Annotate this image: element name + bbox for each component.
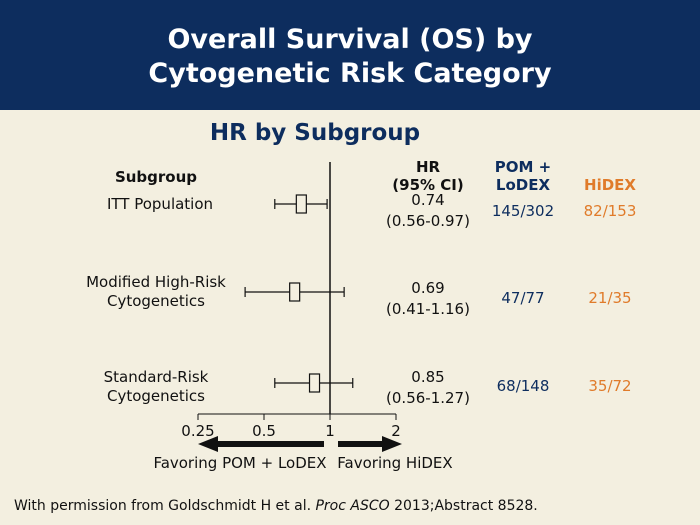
x-tick-label: 0.25 <box>181 422 214 440</box>
footnote-suffix: 2013;Abstract 8528. <box>389 498 538 514</box>
column-header-pom-line1: POM + <box>494 158 552 176</box>
row-pom-count-high-risk: 47/77 <box>501 289 545 307</box>
row-label-line1: Modified High-Risk <box>86 273 226 291</box>
x-tick-label: 2 <box>391 422 401 440</box>
row-hidex-count-standard-risk: 35/72 <box>588 377 632 395</box>
left-arrow <box>198 436 324 452</box>
row-label-line1: ITT Population <box>106 195 214 213</box>
hr-point-marker <box>308 373 321 393</box>
row-hidex-count-itt: 82/153 <box>583 202 637 220</box>
hr-point-marker <box>295 194 307 214</box>
footnote: With permission from Goldschmidt H et al… <box>14 498 538 514</box>
forest-points <box>244 194 354 393</box>
title-line-1: Overall Survival (OS) by <box>167 24 533 55</box>
row-hr-ci: (0.56-0.97) <box>386 212 470 230</box>
x-axis-ticks: 0.25 0.5 1 2 <box>181 414 401 440</box>
favoring-hidex-label: Favoring HiDEX <box>337 454 452 472</box>
row-label-standard-risk: Standard-Risk Cytogenetics <box>70 368 242 406</box>
footnote-journal: Proc ASCO <box>315 498 390 514</box>
chart-subtitle: HR by Subgroup <box>209 120 421 146</box>
x-tick-label: 1 <box>325 422 335 440</box>
footnote-prefix: With permission from Goldschmidt H et al… <box>14 498 316 514</box>
title-banner: Overall Survival (OS) by Cytogenetic Ris… <box>0 0 700 110</box>
row-label-line1: Standard-Risk <box>103 368 209 386</box>
title-line-2: Cytogenetic Risk Category <box>148 58 552 89</box>
right-arrow <box>338 436 402 452</box>
row-hr-ci: (0.41-1.16) <box>386 300 470 318</box>
row-hidex-count-high-risk: 21/35 <box>588 289 632 307</box>
row-pom-count-standard-risk: 68/148 <box>496 377 550 395</box>
column-header-pom-lodex: POM + LoDEX <box>478 158 568 194</box>
row-hr-high-risk: 0.69 (0.41-1.16) <box>370 278 486 320</box>
row-hr-itt: 0.74 (0.56-0.97) <box>370 190 486 232</box>
hr-point-marker <box>289 282 301 302</box>
row-hr-standard-risk: 0.85 (0.56-1.27) <box>370 367 486 409</box>
row-hr-value: 0.69 <box>411 279 445 297</box>
row-hr-ci: (0.56-1.27) <box>386 389 470 407</box>
row-pom-count-itt: 145/302 <box>491 202 555 220</box>
forest-row-1 <box>274 194 328 214</box>
row-label-high-risk: Modified High-Risk Cytogenetics <box>70 273 242 311</box>
column-header-subgroup: Subgroup <box>114 168 198 186</box>
forest-row-3 <box>274 373 354 393</box>
favoring-pom-lodex-label: Favoring POM + LoDEX <box>153 454 326 472</box>
row-label-line2: Cytogenetics <box>106 292 205 310</box>
column-header-pom-line2: LoDEX <box>495 176 551 194</box>
forest-row-2 <box>244 282 345 302</box>
direction-arrows: Favoring POM + LoDEX Favoring HiDEX <box>153 436 453 472</box>
x-tick-label: 0.5 <box>252 422 276 440</box>
column-header-hidex: HiDEX <box>584 176 636 194</box>
column-header-hr-line1: HR <box>415 158 441 176</box>
column-header-hr: HR (95% CI) <box>378 158 478 194</box>
column-header-hr-line2: (95% CI) <box>392 176 464 194</box>
row-label-line2: Cytogenetics <box>106 387 205 405</box>
row-hr-value: 0.85 <box>411 368 445 386</box>
row-label-itt: ITT Population <box>80 195 240 214</box>
row-hr-value: 0.74 <box>411 191 445 209</box>
